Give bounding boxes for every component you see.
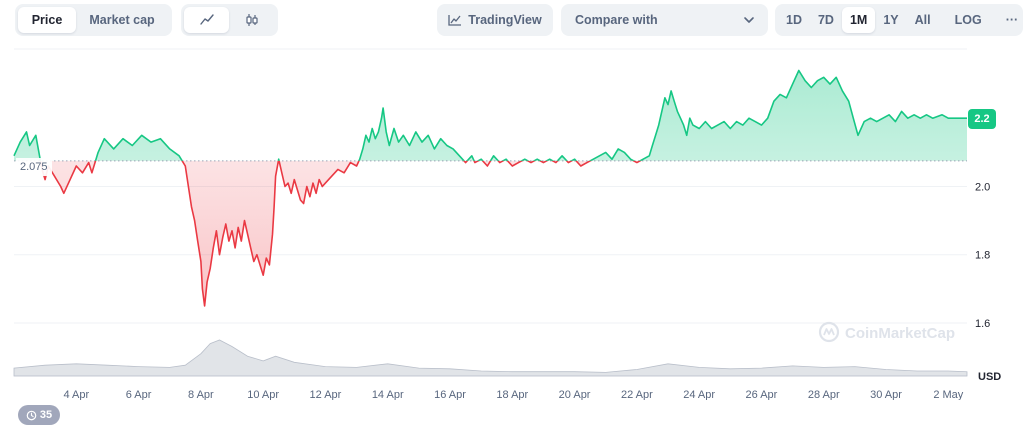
x-tick-label: 6 Apr — [126, 389, 152, 400]
x-tick-label: 30 Apr — [870, 389, 902, 400]
y-tick-label: 1.8 — [975, 250, 990, 262]
price-area-above — [14, 70, 967, 161]
x-tick-label: 28 Apr — [808, 389, 840, 400]
x-tick-label: 16 Apr — [434, 389, 466, 400]
x-axis: 4 Apr 6 Apr 8 Apr 10 Apr 12 Apr 14 Apr 16 Apr 1… — [63, 389, 963, 400]
volume-area — [13, 339, 968, 377]
compare-with-dropdown[interactable]: Compare with — [561, 4, 768, 36]
price-area-below — [14, 160, 967, 306]
line-chart-icon[interactable] — [184, 7, 229, 33]
compare-label: Compare with — [575, 13, 658, 27]
reference-price-label: 2.075 — [16, 158, 52, 176]
x-tick-label: 10 Apr — [247, 389, 279, 400]
x-tick-label: 8 Apr — [188, 389, 214, 400]
range-1d[interactable]: 1D — [786, 13, 802, 27]
x-tick-label: 26 Apr — [746, 389, 778, 400]
x-tick-label: 20 Apr — [559, 389, 591, 400]
more-options-button[interactable]: ··· — [1005, 13, 1019, 27]
price-tab[interactable]: Price — [18, 7, 76, 33]
x-tick-label: 24 Apr — [683, 389, 715, 400]
y-tick-label: 2.0 — [975, 181, 990, 193]
coinmarketcap-watermark: CoinMarketCap — [818, 321, 955, 343]
x-tick-label: 22 Apr — [621, 389, 653, 400]
history-count: 35 — [39, 409, 53, 421]
history-clock-icon — [26, 410, 37, 420]
range-1y[interactable]: 1Y — [883, 13, 899, 27]
range-all[interactable]: All — [914, 13, 931, 27]
tradingview-label: TradingView — [468, 13, 542, 27]
candlestick-icon[interactable] — [229, 7, 274, 33]
range-1m[interactable]: 1M — [841, 7, 876, 33]
watermark-text: CoinMarketCap — [845, 325, 955, 342]
chart-type-toggle: Price Market cap — [15, 4, 172, 36]
history-button[interactable]: 35 — [18, 405, 60, 425]
x-tick-label: 12 Apr — [310, 389, 342, 400]
chevron-down-icon — [744, 17, 754, 23]
x-tick-label: 2 May — [933, 389, 963, 400]
chart-toolbar: Price Market cap TradingView Compare wit… — [0, 4, 1024, 36]
price-line-up — [13, 69, 967, 161]
chart-style-toggle — [181, 4, 278, 36]
price-line-down — [39, 160, 642, 307]
price-chart[interactable]: CoinMarketCap 1.6 1.8 2.0 4 Apr 6 Apr 8 Apr 1… — [0, 40, 1024, 400]
market-cap-tab[interactable]: Market cap — [89, 13, 155, 27]
y-tick-label: 1.6 — [975, 318, 990, 330]
x-tick-label: 18 Apr — [496, 389, 528, 400]
y-axis: 1.6 1.8 2.0 — [975, 181, 990, 329]
volume-shape — [13, 339, 968, 377]
price-area — [14, 70, 967, 306]
tradingview-chart-icon — [448, 15, 462, 26]
time-range-toggle: 1D 7D 1M 1Y All LOG ··· — [775, 4, 1023, 36]
x-tick-label: 14 Apr — [372, 389, 404, 400]
range-7d[interactable]: 7D — [817, 13, 834, 27]
tradingview-button[interactable]: TradingView — [437, 4, 553, 36]
current-price-badge: 2.2 — [968, 109, 996, 129]
log-scale-toggle[interactable]: LOG — [954, 13, 982, 27]
currency-unit-label: USD — [978, 371, 1001, 383]
price-line — [13, 69, 967, 307]
x-tick-label: 4 Apr — [63, 389, 89, 400]
